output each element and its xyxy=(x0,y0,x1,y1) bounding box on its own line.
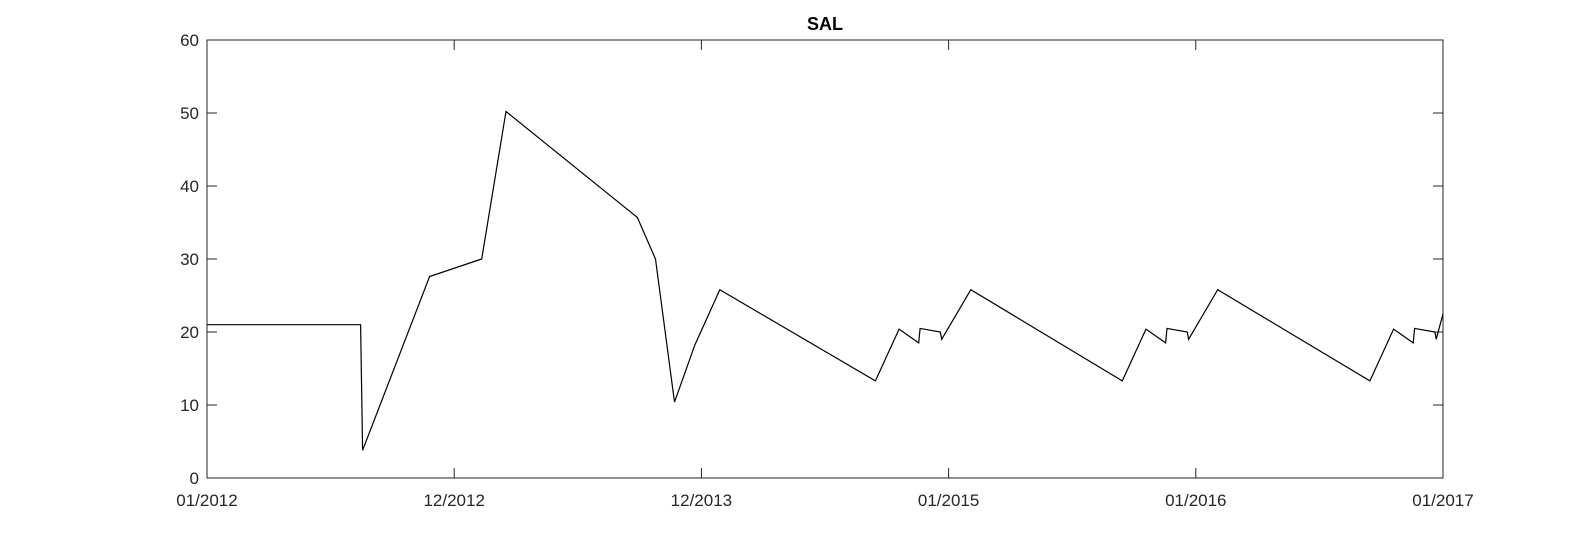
x-axis-ticks: 01/2012 12/2012 12/2013 01/2015 01/2016 01/20… xyxy=(176,40,1474,510)
y-tick-label: 50 xyxy=(180,104,199,123)
axes xyxy=(206,39,1444,479)
y-tick-label: 60 xyxy=(180,31,199,50)
y-tick-label: 40 xyxy=(180,177,199,196)
x-tick-label: 12/2013 xyxy=(671,491,732,510)
y-tick-label: 30 xyxy=(180,250,199,269)
sal-series-line xyxy=(207,110,1444,451)
x-tick-label: 01/2016 xyxy=(1165,491,1226,510)
chart-title: SAL xyxy=(807,14,843,34)
y-tick-label: 10 xyxy=(180,396,199,415)
x-tick-label: 01/2012 xyxy=(176,491,237,510)
y-axis-ticks: 0 10 20 30 40 50 60 xyxy=(180,31,1443,488)
x-tick-label: 01/2017 xyxy=(1412,491,1473,510)
plot-area-frame xyxy=(206,39,1444,479)
x-tick-label: 01/2015 xyxy=(918,491,979,510)
y-tick-label: 0 xyxy=(190,469,199,488)
y-tick-label: 20 xyxy=(180,323,199,342)
x-tick-label: 12/2012 xyxy=(423,491,484,510)
